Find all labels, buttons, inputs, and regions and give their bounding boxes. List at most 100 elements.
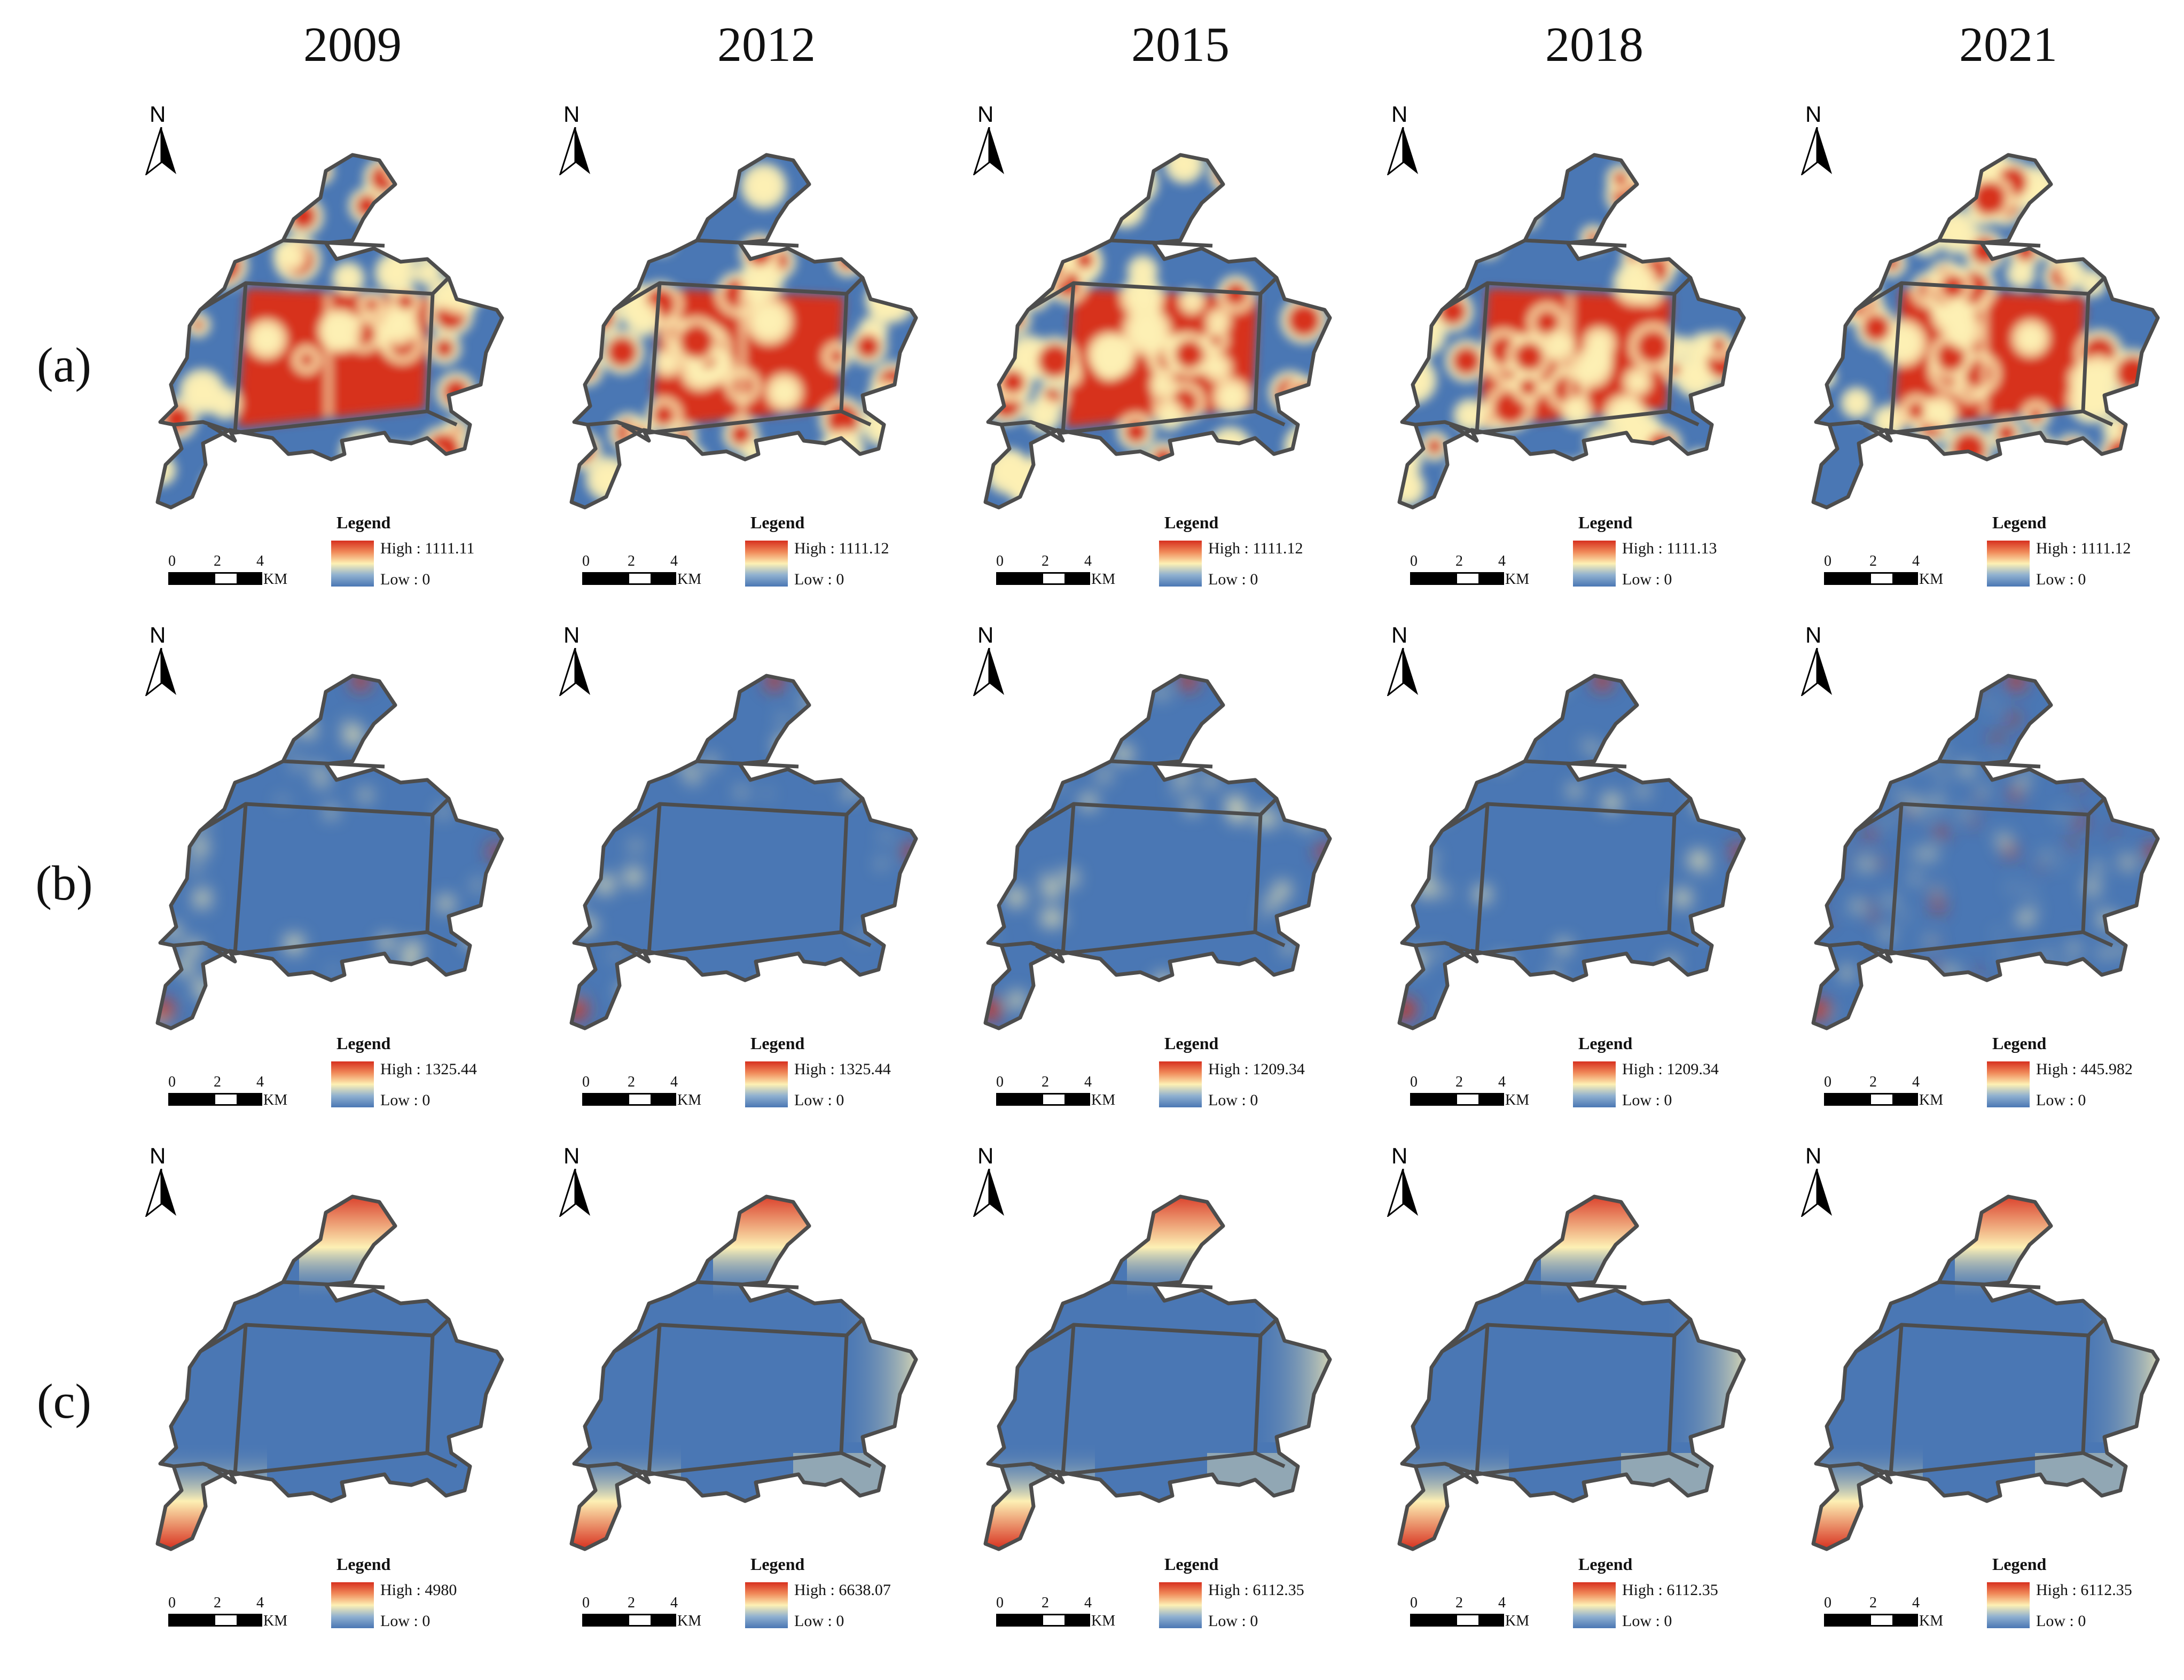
north-label: N: [1391, 1143, 1408, 1168]
map-panel: N 0 2 4 KM Legend High : 1111.12 Low : 0: [537, 101, 943, 609]
scale-tick: 4: [670, 1595, 678, 1611]
legend-high: High : 6112.35: [2036, 1581, 2132, 1599]
heatmap-map: [155, 674, 504, 1030]
legend-color-ramp: [1987, 1582, 2030, 1628]
scale-tick: 0: [168, 1595, 176, 1611]
legend-low: Low : 0: [2036, 1612, 2086, 1630]
legend-title: Legend: [336, 1034, 391, 1053]
legend-low: Low : 0: [2036, 1091, 2086, 1109]
heatmap-map: [1397, 153, 1746, 510]
scale-tick: 0: [582, 553, 590, 569]
scale-bar-graphic: [168, 572, 262, 585]
scale-tick: 0: [1824, 553, 1831, 569]
year-header: 2018: [1545, 17, 1643, 72]
district-boundaries: [569, 153, 918, 510]
scale-segment: [651, 574, 675, 583]
map-panel: N 0 2 4 KM Legend High : 6112.35 Low : 0: [951, 1143, 1357, 1651]
scale-tick: 2: [1869, 1595, 1877, 1611]
district-boundaries: [1811, 153, 2160, 510]
scale-bar: 0 2 4 KM: [582, 1074, 721, 1116]
legend-high: High : 6112.35: [1208, 1581, 1304, 1599]
north-arrow-icon: [973, 1169, 1004, 1217]
scale-segment: [584, 1095, 629, 1104]
row-label: (a): [36, 338, 92, 392]
legend-color-ramp: [1159, 1582, 1202, 1628]
scale-bar-graphic: [1824, 1093, 1918, 1106]
scale-unit: KM: [1505, 1092, 1530, 1108]
district-boundaries: [155, 674, 504, 1030]
north-arrow: N: [973, 622, 1011, 702]
row-label: (b): [35, 856, 93, 910]
scale-bar: 0 2 4 KM: [1410, 553, 1549, 596]
scale-tick: 4: [1498, 553, 1506, 569]
scale-tick: 2: [214, 1074, 221, 1090]
scale-bar: 0 2 4 KM: [168, 1074, 307, 1116]
legend-color-ramp: [1573, 541, 1616, 587]
legend-color-ramp: [745, 1582, 788, 1628]
scale-tick: 2: [1869, 1074, 1877, 1090]
legend-color-ramp: [1159, 541, 1202, 587]
scale-tick: 0: [1410, 1595, 1418, 1611]
district-boundaries: [155, 153, 504, 510]
district-boundaries: [983, 153, 1332, 510]
legend: Legend High : 1325.44 Low : 0: [331, 1034, 529, 1119]
legend: Legend High : 4980 Low : 0: [331, 1554, 529, 1640]
north-arrow-icon: [559, 648, 590, 696]
scale-unit: KM: [1505, 571, 1530, 588]
legend-title: Legend: [1578, 1554, 1633, 1574]
north-arrow-icon: [145, 648, 176, 696]
legend-title: Legend: [336, 513, 391, 532]
legend: Legend High : 6112.35 Low : 0: [1159, 1554, 1357, 1640]
scale-tick: 0: [996, 1074, 1004, 1090]
scale-tick: 0: [582, 1074, 590, 1090]
heatmap-map: [155, 153, 504, 510]
legend-low: Low : 0: [794, 1091, 844, 1109]
legend-title: Legend: [1164, 1554, 1219, 1574]
scale-segment: [170, 1615, 215, 1625]
legend-high: High : 1111.12: [794, 540, 889, 557]
scale-segment: [237, 574, 261, 583]
scale-unit: KM: [263, 1092, 288, 1108]
north-label: N: [150, 101, 166, 127]
district-boundaries: [569, 1194, 918, 1551]
scale-bar: 0 2 4 KM: [168, 553, 307, 596]
heatmap-map: [569, 153, 918, 510]
district-boundaries: [1811, 674, 2160, 1030]
scale-segment: [170, 574, 215, 583]
map-panel: N 0 2 4 KM Legend High : 6112.35 Low : 0: [1365, 1143, 1771, 1651]
scale-bar: 0 2 4 KM: [1824, 1074, 1963, 1116]
scale-segment: [1892, 574, 1916, 583]
district-boundaries: [983, 674, 1332, 1030]
scale-bar-graphic: [1824, 572, 1918, 585]
scale-tick: 0: [1410, 553, 1418, 569]
north-label: N: [563, 101, 580, 127]
north-arrow: N: [1387, 1143, 1424, 1223]
scale-unit: KM: [1091, 571, 1116, 588]
legend: Legend High : 445.982 Low : 0: [1987, 1034, 2184, 1119]
legend-high: High : 4980: [380, 1581, 457, 1599]
scale-unit: KM: [1919, 1613, 1944, 1629]
north-arrow: N: [1801, 1143, 1838, 1223]
legend-high: High : 1111.12: [2036, 540, 2131, 557]
legend: Legend High : 1325.44 Low : 0: [745, 1034, 943, 1119]
north-label: N: [1391, 622, 1408, 647]
scale-unit: KM: [677, 1613, 702, 1629]
north-label: N: [977, 101, 994, 127]
legend-high: High : 1209.34: [1622, 1060, 1719, 1078]
scale-bar: 0 2 4 KM: [996, 553, 1135, 596]
scale-unit: KM: [1505, 1613, 1530, 1629]
legend: Legend High : 1209.34 Low : 0: [1159, 1034, 1357, 1119]
legend-high: High : 1111.13: [1622, 540, 1717, 557]
scale-unit: KM: [1919, 1092, 1944, 1108]
heatmap-map: [569, 674, 918, 1030]
north-label: N: [1805, 101, 1822, 127]
north-arrow: N: [559, 101, 597, 182]
scale-bar-graphic: [168, 1093, 262, 1106]
legend-color-ramp: [331, 1061, 374, 1107]
north-arrow: N: [973, 1143, 1011, 1223]
heatmap-map: [1811, 1194, 2160, 1551]
district-boundaries: [983, 1194, 1332, 1551]
legend-low: Low : 0: [380, 571, 430, 588]
scale-segment: [237, 1615, 261, 1625]
